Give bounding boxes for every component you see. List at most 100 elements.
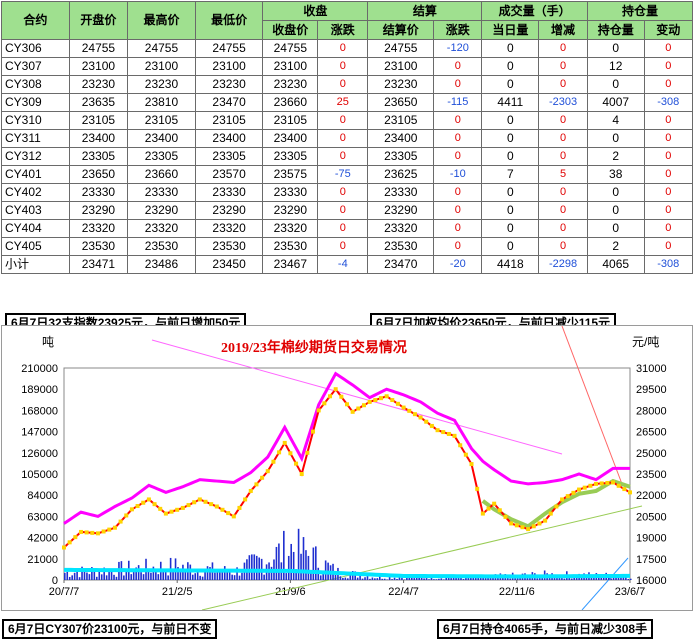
volume-bar	[221, 571, 224, 580]
cell-settle: 23305	[367, 147, 435, 166]
cell-high: 23530	[127, 237, 196, 256]
price-marker	[452, 433, 457, 438]
table-header-row: 合约 开盘价 最高价 最低价 收盘 结算 成交量（手） 持仓量	[1, 1, 693, 40]
price-marker	[288, 451, 293, 456]
cell-oi: 4065	[586, 255, 645, 274]
plot-area	[63, 367, 631, 581]
volume-bar	[297, 528, 300, 580]
table-row-subtotal: 小计 23471 23486 23450 23467 -4 23470 -20 4418 -229…	[1, 255, 693, 274]
header-close-group: 收盘	[262, 1, 369, 21]
cell-vchg: 0	[538, 237, 588, 256]
volume-bar	[233, 575, 236, 580]
volume-bar	[413, 578, 416, 580]
volume-bar	[125, 569, 128, 580]
cell-high: 23105	[127, 111, 196, 130]
cell-settle: 23650	[367, 93, 435, 112]
volume-bar	[258, 557, 261, 580]
price-marker	[509, 521, 514, 526]
volume-bar	[462, 579, 465, 580]
cell-high: 23660	[127, 165, 196, 184]
price-marker	[226, 511, 231, 516]
cell-oichg: 0	[643, 39, 693, 58]
price-marker	[214, 504, 219, 509]
volume-bar	[356, 577, 359, 580]
cell-oi: 0	[586, 129, 645, 148]
cell-settle: 23100	[367, 57, 435, 76]
table-row: CY311 23400 23400 23400 23400 0 23400 0 0 0 0 0	[1, 129, 693, 148]
cell-high: 23100	[127, 57, 196, 76]
cell-vol: 0	[481, 39, 540, 58]
cell-open: 23105	[68, 111, 129, 130]
volume-bar	[132, 569, 135, 580]
cell-low: 23450	[194, 255, 264, 274]
cell-oi: 4	[586, 111, 645, 130]
cell-vchg: 0	[538, 39, 588, 58]
price-marker	[271, 459, 276, 464]
volume-bar	[73, 572, 76, 580]
cell-open: 23290	[68, 201, 129, 220]
cell-schg: 0	[433, 57, 483, 76]
cell-oichg: 0	[643, 201, 693, 220]
cell-low: 24755	[194, 39, 264, 58]
price-marker	[197, 497, 202, 502]
volume-bar	[477, 577, 480, 580]
cell-contract: CY404	[1, 219, 70, 238]
cell-close: 23330	[262, 183, 319, 202]
volume-bar	[71, 575, 73, 580]
cell-chg: -75	[317, 165, 369, 184]
y-left-tick-label: 168000	[21, 405, 58, 417]
price-marker	[78, 529, 83, 534]
cell-settle: 23290	[367, 201, 435, 220]
volume-bar	[194, 573, 197, 580]
price-marker	[361, 403, 366, 408]
volume-bar	[177, 566, 179, 580]
cell-schg: -10	[433, 165, 483, 184]
cell-vol: 4418	[481, 255, 540, 274]
price-marker	[322, 401, 327, 406]
cell-oi: 0	[586, 183, 645, 202]
volume-bar	[361, 578, 364, 580]
price-marker	[395, 401, 400, 406]
volume-bar	[78, 577, 81, 580]
volume-bar	[103, 567, 105, 580]
price-marker	[497, 508, 502, 513]
cell-vchg: 0	[538, 111, 588, 130]
price-marker	[67, 540, 72, 545]
cell-open: 23400	[68, 129, 129, 148]
price-marker	[62, 545, 66, 550]
table-row: CY403 23290 23290 23290 23290 0 23290 0 0 0 0 0	[1, 201, 693, 220]
price-marker	[101, 529, 106, 534]
cell-high: 23305	[127, 147, 196, 166]
price-marker	[260, 475, 265, 480]
volume-bar	[248, 555, 251, 580]
price-marker	[333, 387, 338, 392]
price-marker	[594, 481, 599, 486]
volume-bar	[214, 572, 216, 580]
cell-settle: 23230	[367, 75, 435, 94]
volume-bar	[401, 577, 403, 580]
volume-bar	[199, 575, 201, 580]
volume-bar	[366, 576, 369, 580]
volume-bar	[231, 574, 233, 580]
volume-bar	[255, 555, 258, 580]
price-marker	[390, 398, 395, 403]
cell-settle: 23320	[367, 219, 435, 238]
cell-open: 23330	[68, 183, 129, 202]
price-marker	[192, 500, 197, 505]
volume-bar	[359, 575, 361, 580]
cell-chg: 0	[317, 39, 369, 58]
cell-contract: CY310	[1, 111, 70, 130]
y-left-tick-label: 147000	[21, 427, 58, 439]
price-marker	[616, 483, 621, 488]
volume-bar	[64, 572, 66, 580]
price-marker	[316, 408, 321, 413]
price-marker	[254, 482, 259, 487]
volume-bar	[575, 577, 578, 580]
volume-bar	[484, 577, 487, 580]
cell-schg: -115	[433, 93, 483, 112]
volume-bar	[563, 578, 566, 580]
cell-settle: 23530	[367, 237, 435, 256]
cell-schg: -120	[433, 39, 483, 58]
volume-bar	[147, 568, 150, 580]
cell-vchg: 0	[538, 75, 588, 94]
